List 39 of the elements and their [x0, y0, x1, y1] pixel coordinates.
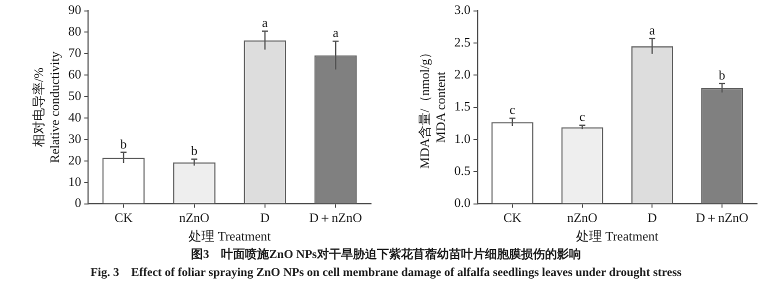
x-tick-label: D＋nZnO — [696, 210, 748, 226]
y-tick-label: 3.0 — [454, 2, 470, 18]
data-label: b — [191, 143, 198, 158]
caption: Fig. 3 Effect of foliar spraying ZnO NPs on cell membrane damage of alfalfa seedlings leaves under drought stress — [89, 264, 683, 281]
data-label: b — [120, 136, 127, 152]
y-tick-label: 1.0 — [454, 130, 470, 146]
x-axis-title: 处理 Treatment — [188, 228, 272, 244]
y-axis-title: 相对电导率/% Relative conductivity — [31, 51, 62, 164]
y-tick-label: 10 — [68, 174, 82, 189]
y-tick-label: 0.0 — [454, 195, 470, 210]
data-label: c — [510, 102, 516, 118]
data-label: b — [718, 67, 726, 82]
y-tick-label: 80 — [68, 24, 82, 39]
data-label: c — [579, 109, 586, 124]
y-tick-label: 0.5 — [454, 163, 470, 178]
y-tick-label: 2.0 — [454, 66, 470, 82]
x-tick-label: D — [647, 210, 657, 226]
caption: 图3 叶面喷施ZnO NPs对干旱胁迫下紫花苜蓿幼苗叶片细胞膜损伤的影响 — [190, 246, 582, 263]
x-tick-label: nZnO — [567, 210, 598, 226]
y-tick-label: 70 — [68, 45, 82, 60]
x-tick-label: D＋nZnO — [309, 210, 362, 226]
x-axis-title: 处理 Treatment — [576, 228, 659, 244]
data-label: a — [649, 22, 656, 38]
y-axis-title: MDA含量/（nmol/g） MDA content — [417, 46, 448, 169]
y-tick-label: 0 — [74, 195, 82, 210]
x-tick-label: nZnO — [179, 210, 210, 226]
y-tick-label: 2.5 — [454, 34, 470, 50]
y-tick-label: 60 — [68, 66, 82, 82]
x-tick-label: CK — [503, 210, 522, 226]
x-tick-label: CK — [114, 210, 134, 226]
data-label: a — [262, 15, 268, 30]
y-tick-label: 90 — [68, 2, 82, 18]
x-tick-label: D — [260, 210, 270, 226]
y-tick-label: 40 — [68, 109, 82, 124]
y-tick-label: 20 — [68, 152, 82, 168]
y-tick-label: 1.5 — [454, 98, 470, 114]
y-tick-label: 30 — [68, 130, 82, 146]
y-tick-label: 50 — [68, 88, 82, 103]
data-label: a — [332, 25, 339, 40]
